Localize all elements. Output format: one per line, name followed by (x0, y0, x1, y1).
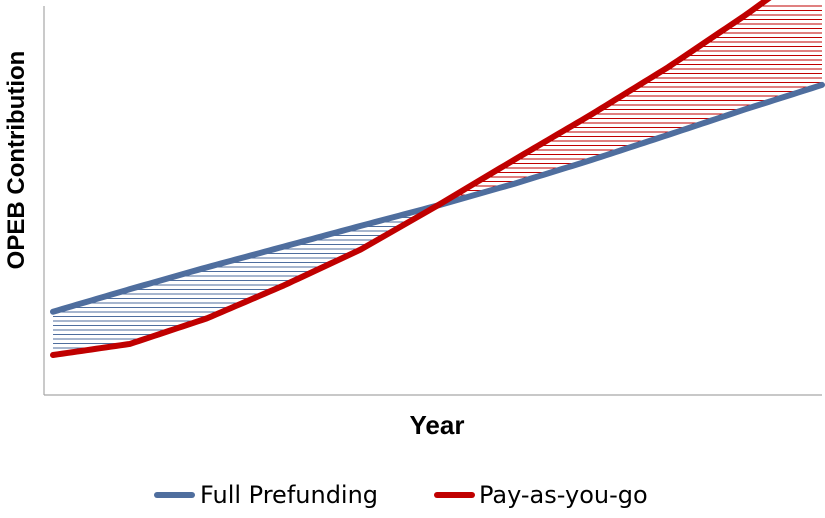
x-axis-label: Year (410, 410, 465, 440)
legend: Full Prefunding Pay-as-you-go (154, 481, 648, 509)
series-line-full-prefunding (50, 81, 825, 315)
y-axis-label: OPEB Contribution (3, 51, 30, 270)
legend-label-full-prefunding: Full Prefunding (200, 481, 378, 509)
series-lines (50, 0, 825, 359)
shaded-difference-areas (53, 5, 822, 353)
legend-label-pay-as-you-go: Pay-as-you-go (479, 481, 648, 509)
series-line-pay-as-you-go (50, 0, 772, 359)
